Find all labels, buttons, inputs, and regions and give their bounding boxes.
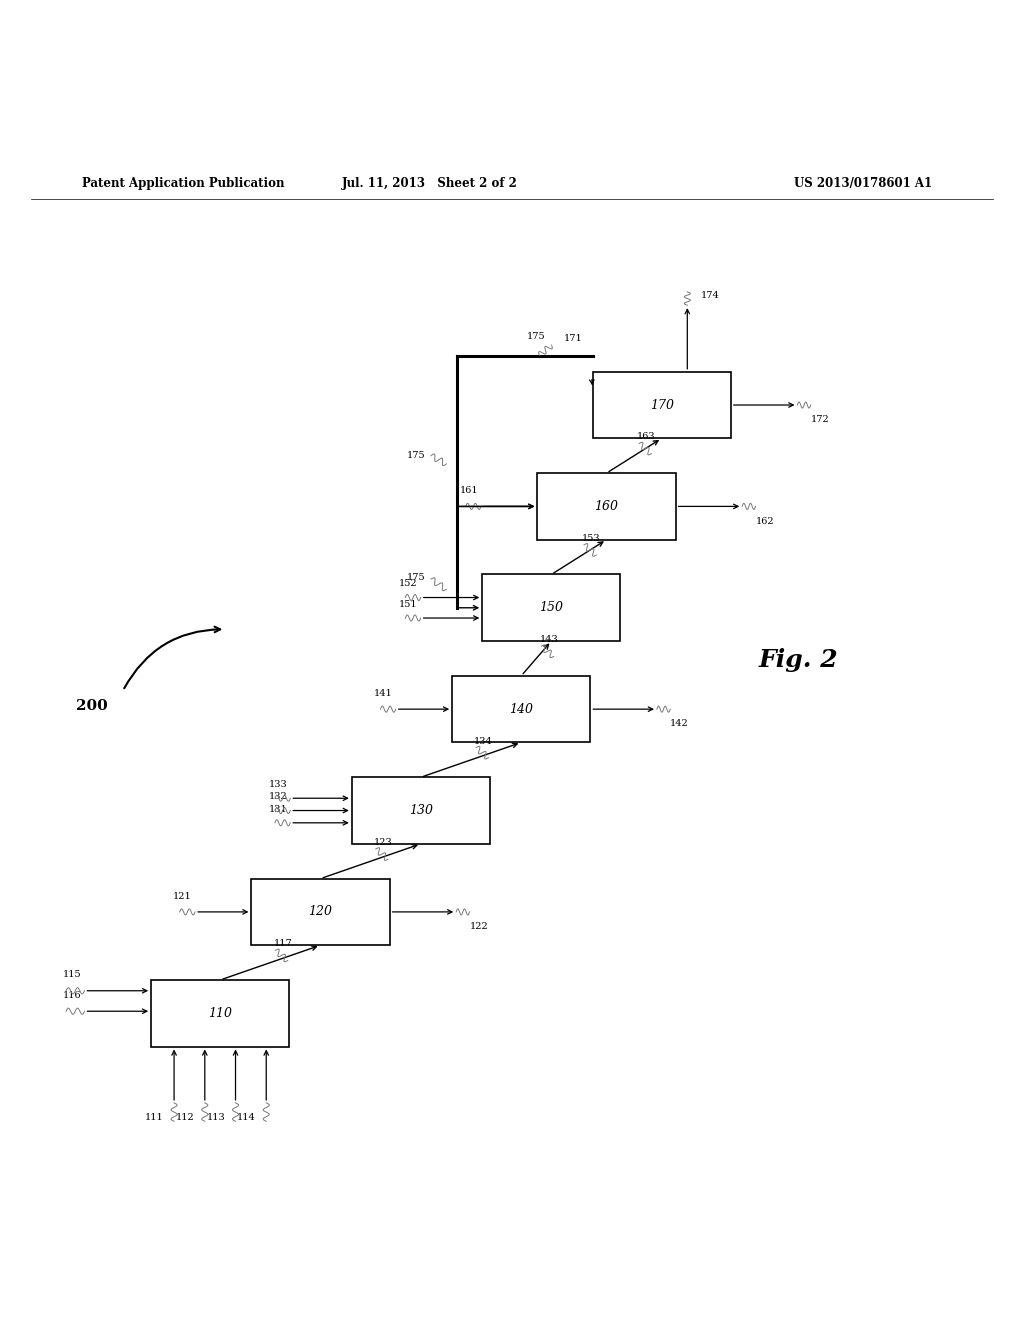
Text: 175: 175: [408, 451, 426, 461]
Text: 116: 116: [62, 991, 81, 1001]
Text: 153: 153: [582, 533, 601, 543]
Text: 120: 120: [308, 906, 333, 919]
Text: 130: 130: [409, 804, 433, 817]
Text: 160: 160: [595, 500, 618, 513]
Text: 200: 200: [76, 700, 109, 713]
Text: 133: 133: [268, 780, 287, 789]
FancyBboxPatch shape: [482, 574, 621, 642]
FancyBboxPatch shape: [152, 979, 289, 1047]
Text: 131: 131: [268, 805, 287, 813]
Text: 122: 122: [469, 923, 488, 931]
FancyBboxPatch shape: [453, 676, 590, 742]
Text: 152: 152: [399, 579, 418, 589]
Text: 132: 132: [268, 792, 287, 801]
Text: 115: 115: [62, 970, 81, 979]
Text: 141: 141: [374, 689, 393, 698]
Text: 112: 112: [176, 1113, 195, 1122]
Text: 142: 142: [670, 719, 689, 729]
Text: US 2013/0178601 A1: US 2013/0178601 A1: [794, 177, 932, 190]
FancyBboxPatch shape: [252, 879, 389, 945]
Text: 113: 113: [207, 1113, 225, 1122]
Text: Jul. 11, 2013   Sheet 2 of 2: Jul. 11, 2013 Sheet 2 of 2: [342, 177, 518, 190]
FancyBboxPatch shape: [352, 777, 490, 843]
Text: 175: 175: [527, 333, 546, 341]
Text: 163: 163: [637, 433, 655, 441]
Text: 174: 174: [700, 292, 720, 300]
Text: 117: 117: [273, 940, 292, 948]
Text: 121: 121: [173, 891, 193, 900]
FancyBboxPatch shape: [593, 372, 731, 438]
Text: 162: 162: [756, 516, 774, 525]
Text: 123: 123: [374, 838, 392, 847]
FancyBboxPatch shape: [538, 473, 676, 540]
Text: 114: 114: [238, 1113, 256, 1122]
Text: 140: 140: [509, 702, 534, 715]
Text: 175: 175: [408, 573, 426, 582]
Text: 161: 161: [460, 486, 478, 495]
Text: Patent Application Publication: Patent Application Publication: [82, 177, 285, 190]
Text: 111: 111: [145, 1113, 164, 1122]
Text: 143: 143: [540, 635, 558, 644]
Text: 170: 170: [649, 399, 674, 412]
Text: 151: 151: [399, 599, 418, 609]
Text: Fig. 2: Fig. 2: [759, 648, 839, 672]
Text: 134: 134: [474, 737, 493, 746]
Text: 110: 110: [208, 1007, 232, 1020]
Text: 172: 172: [811, 416, 829, 424]
Text: 150: 150: [540, 602, 563, 614]
Text: 171: 171: [563, 334, 583, 343]
